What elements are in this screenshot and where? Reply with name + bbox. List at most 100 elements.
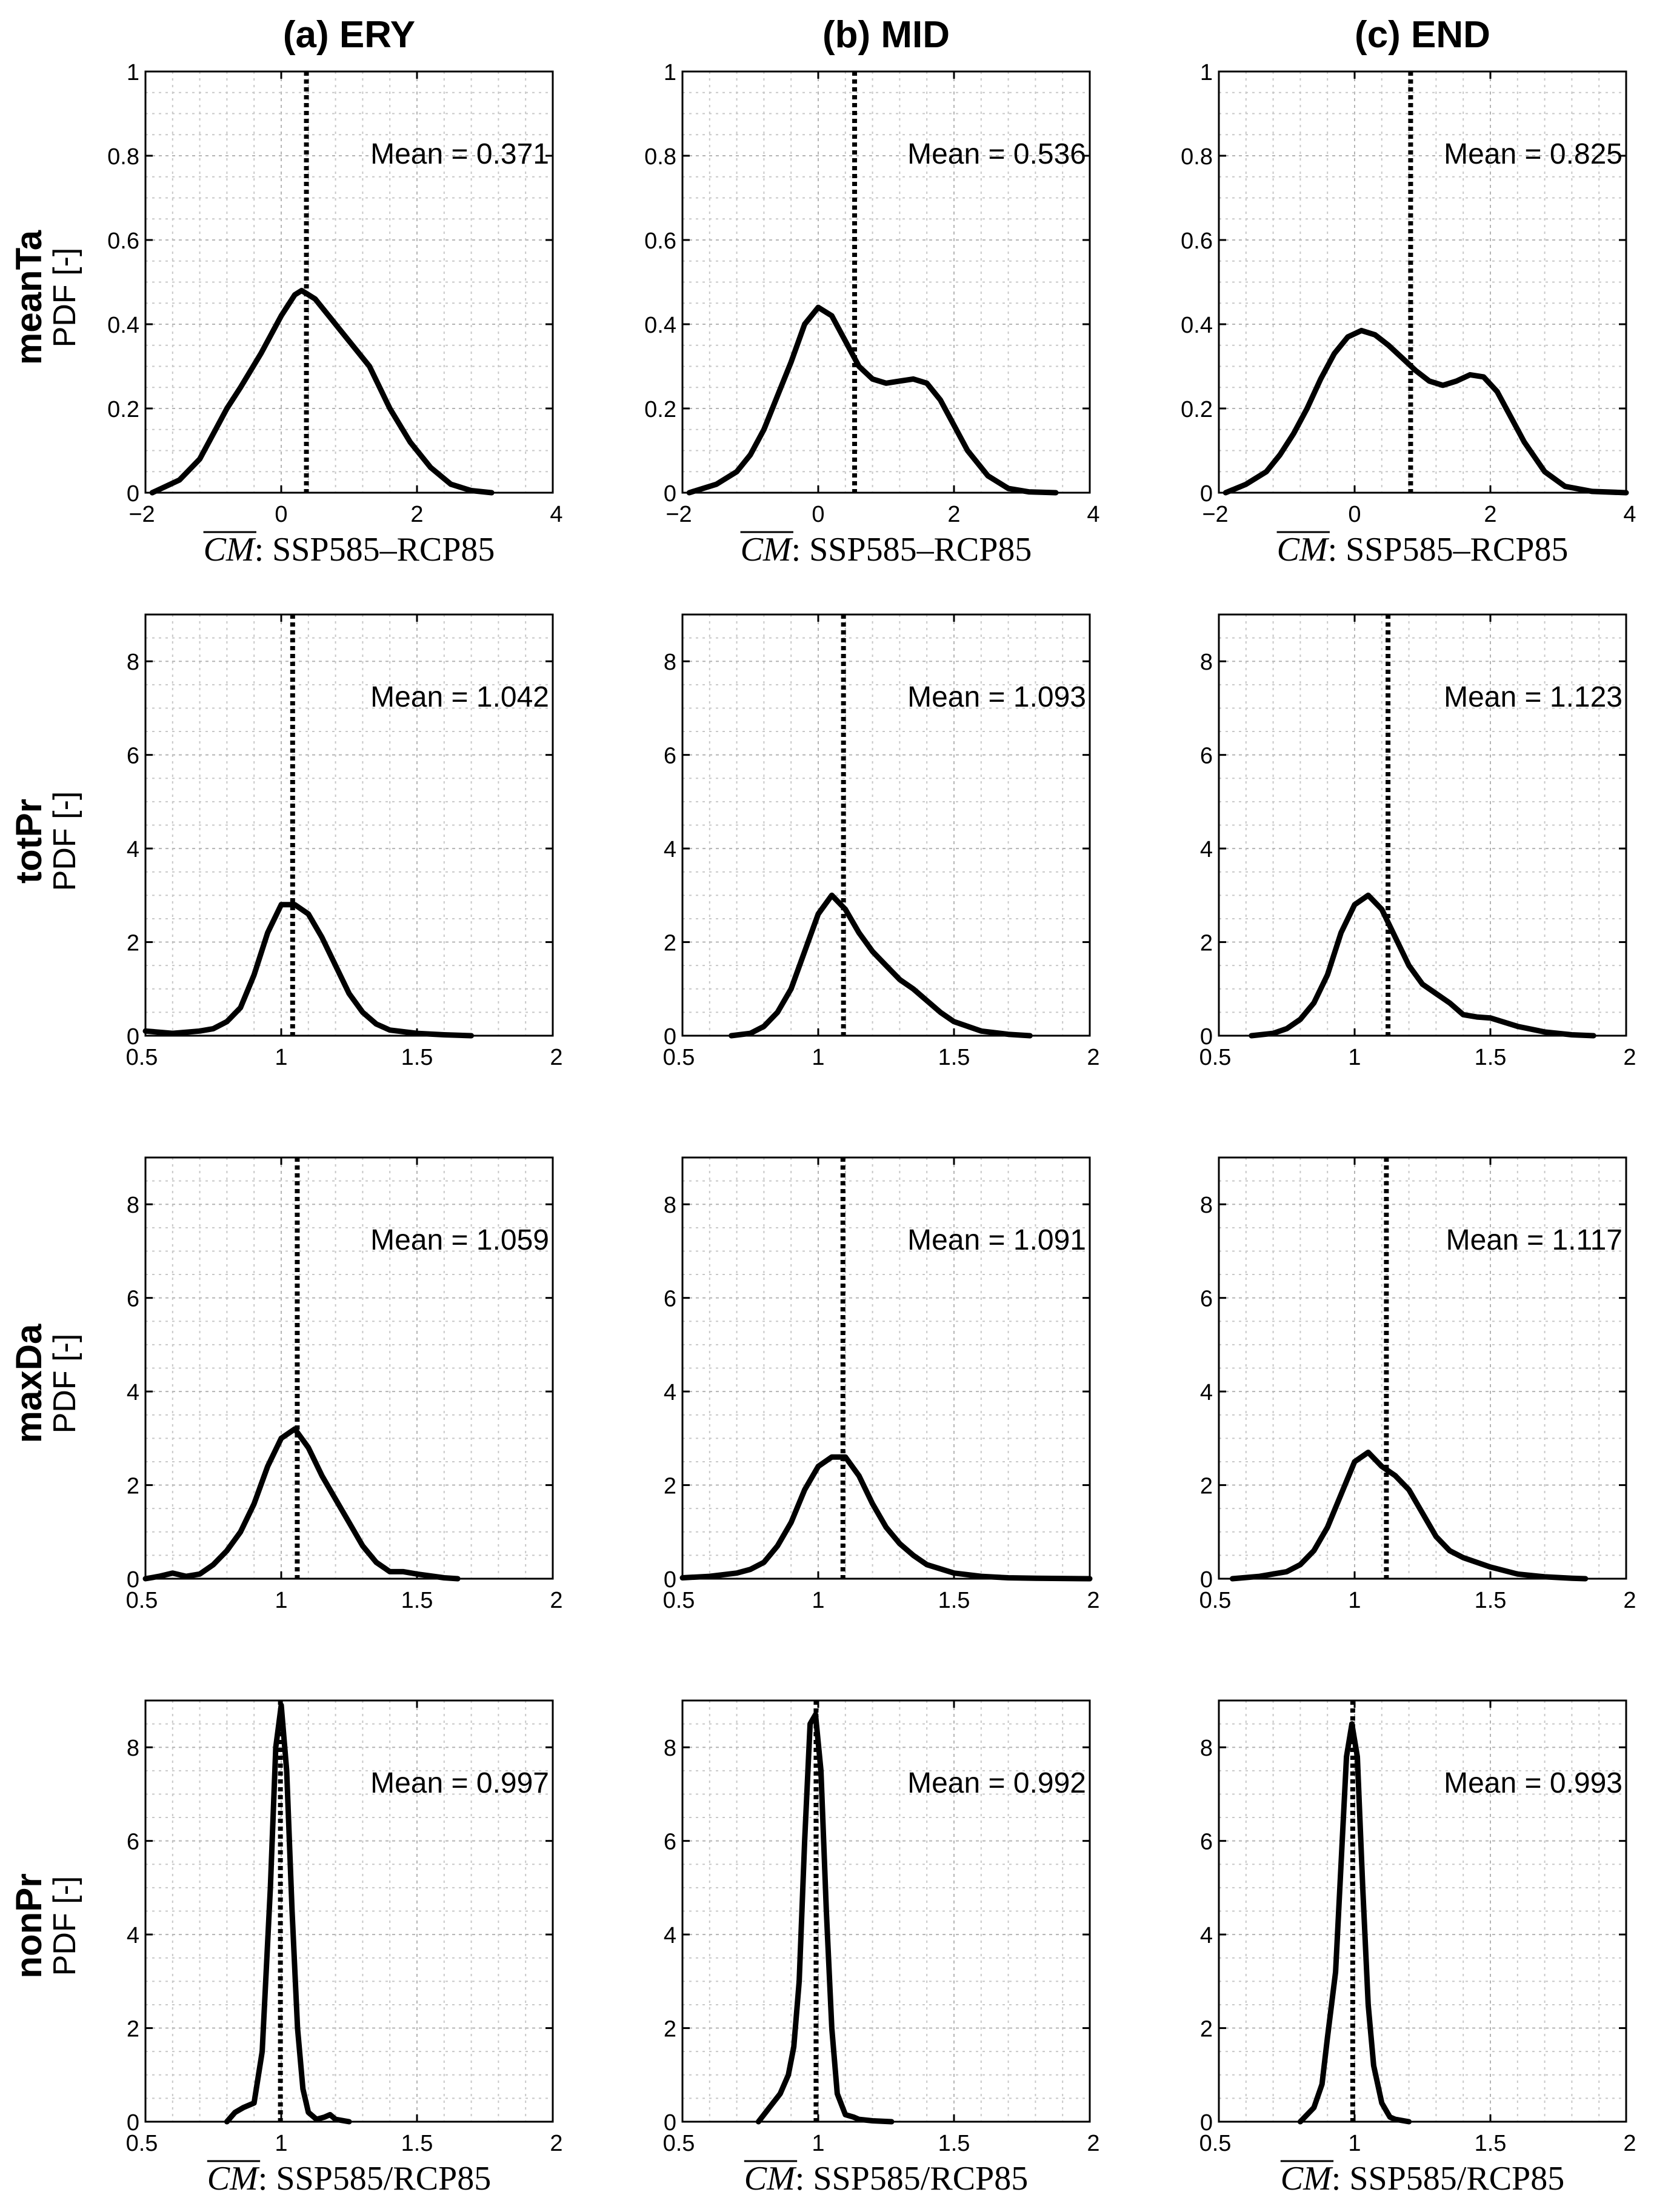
x-tick-label: −2 (665, 502, 692, 527)
mean-label: Mean = 0.825 (1444, 138, 1623, 170)
y-tick-label: 4 (1200, 837, 1213, 862)
y-tick-label: 8 (127, 650, 139, 675)
x-tick-label: 2 (410, 502, 423, 527)
x-tick-label: 0.5 (1199, 1045, 1232, 1070)
grid (145, 72, 553, 493)
x-tick-label: 1 (1348, 2131, 1361, 2156)
ylabel-meanta: PDF [-] (47, 248, 82, 348)
y-tick-label: 2 (127, 1474, 139, 1499)
grid (682, 615, 1090, 1036)
row-label-meanta: meanTa (8, 230, 49, 365)
x-tick-label: 2 (1087, 1045, 1099, 1070)
y-tick-label: 6 (1200, 1830, 1213, 1855)
row-label-maxda: maxDa (8, 1324, 49, 1443)
y-tick-label: 2 (1200, 2017, 1213, 2042)
x-axis-label: CM: SSP585/RCP85 (744, 2160, 1028, 2197)
y-tick-label: 0.6 (644, 228, 676, 254)
y-tick-label: 2 (1200, 1474, 1213, 1499)
mean-label: Mean = 1.059 (370, 1224, 549, 1256)
pdf-curve (149, 287, 495, 496)
x-tick-label: 4 (550, 502, 562, 527)
x-axis-label-var: CM (204, 531, 256, 568)
x-tick-label: 0.5 (1199, 1588, 1232, 1613)
x-tick-label: 2 (550, 1588, 562, 1613)
x-axis-label-var: CM (1281, 2160, 1333, 2197)
panel-totPr-ERY: 0.5 1 1.5 2 0 2 4 6 8 Mean = 1.042 (126, 613, 563, 1070)
x-tick-label: 1 (1348, 1045, 1361, 1070)
x-axis-label: CM: SSP585/RCP85 (207, 2160, 491, 2197)
mean-label: Mean = 0.997 (370, 1767, 549, 1799)
y-tick-label: 0.8 (644, 144, 676, 170)
x-tick-label: 0.5 (126, 1045, 158, 1070)
pdf-curve (729, 892, 1033, 1039)
x-tick-label: 2 (1623, 2131, 1636, 2156)
y-tick-label: 0.4 (1181, 313, 1213, 338)
x-tick-label: 1.5 (401, 1588, 433, 1613)
y-tick-label: 1 (1200, 60, 1213, 85)
axes-frame (1218, 613, 1627, 1037)
y-tick-label: 8 (1200, 1736, 1213, 1761)
y-tick-label: 0.4 (107, 313, 139, 338)
panel-nonPr-END: 0.5 1 1.5 2 0 2 4 6 8 Mean = 0.993 CM: SSP585/RCP8… (1199, 1699, 1636, 2197)
grid (682, 1701, 1090, 2122)
x-tick-label: 2 (1087, 1588, 1099, 1613)
axes-frame (1218, 1699, 1627, 2123)
pdf-curve (142, 1426, 461, 1582)
pdf-curve (142, 902, 475, 1039)
y-tick-label: 4 (127, 1380, 139, 1405)
x-axis-label-text: : SSP585–RCP85 (1328, 531, 1569, 568)
y-tick-label: 0 (664, 1024, 676, 1050)
row-label-totpr: totPr (8, 799, 49, 884)
y-tick-label: 4 (664, 837, 676, 862)
x-tick-label: 0.5 (663, 1045, 695, 1070)
x-tick-label: 1.5 (1475, 1588, 1507, 1613)
x-tick-label: 1 (275, 1588, 287, 1613)
grid (682, 72, 1090, 493)
pdf-curve (224, 1702, 352, 2125)
mean-label: Mean = 1.123 (1444, 681, 1623, 713)
y-tick-label: 6 (664, 744, 676, 769)
x-axis-label-var: CM (744, 2160, 797, 2197)
x-axis-label-text: : SSP585/RCP85 (258, 2160, 491, 2197)
ylabel-totpr: PDF [-] (47, 791, 82, 891)
x-tick-label: 0 (812, 502, 824, 527)
x-axis-label: CM: SSP585–RCP85 (204, 531, 495, 568)
y-tick-label: 2 (664, 931, 676, 956)
y-tick-label: 6 (664, 1287, 676, 1312)
x-axis-label: CM: SSP585–RCP85 (741, 531, 1032, 568)
panel-maxDa-MID: 0.5 1 1.5 2 0 2 4 6 8 Mean = 1.091 (663, 1156, 1100, 1613)
y-tick-label: 4 (664, 1380, 676, 1405)
x-axis-label-text: : SSP585–RCP85 (792, 531, 1032, 568)
x-axis-label-var: CM (1277, 531, 1330, 568)
x-tick-label: 1.5 (1475, 2131, 1507, 2156)
y-tick-label: 0 (1200, 1024, 1213, 1050)
y-tick-label: 0 (664, 2110, 676, 2136)
x-tick-label: 0.5 (1199, 2131, 1232, 2156)
y-tick-label: 8 (1200, 650, 1213, 675)
y-tick-label: 4 (127, 1923, 139, 1948)
axes-frame (144, 1156, 554, 1580)
panel-maxDa-END: 0.5 1 1.5 2 0 2 4 6 8 Mean = 1.117 (1199, 1156, 1636, 1613)
y-tick-label: 0 (127, 2110, 139, 2136)
row-label-nonpr: nonPr (8, 1873, 49, 1978)
grid (1219, 1701, 1626, 2122)
x-tick-label: 2 (1623, 1588, 1636, 1613)
x-tick-label: 1 (812, 2131, 824, 2156)
mean-label: Mean = 0.371 (370, 138, 549, 170)
row-labels: meanTa PDF [-] totPr PDF [-] maxDa PDF [… (8, 230, 82, 1978)
y-tick-label: 6 (127, 1287, 139, 1312)
y-tick-label: 8 (664, 650, 676, 675)
grid (1219, 615, 1626, 1036)
y-tick-label: 1 (664, 60, 676, 85)
y-tick-label: 4 (127, 837, 139, 862)
y-tick-label: 6 (664, 1830, 676, 1855)
y-tick-label: 0 (1200, 2110, 1213, 2136)
pdf-curve (1249, 892, 1596, 1039)
y-tick-label: 6 (1200, 744, 1213, 769)
y-tick-label: 0.8 (1181, 144, 1213, 170)
x-tick-label: 0.5 (126, 2131, 158, 2156)
y-tick-label: 0 (127, 481, 139, 507)
